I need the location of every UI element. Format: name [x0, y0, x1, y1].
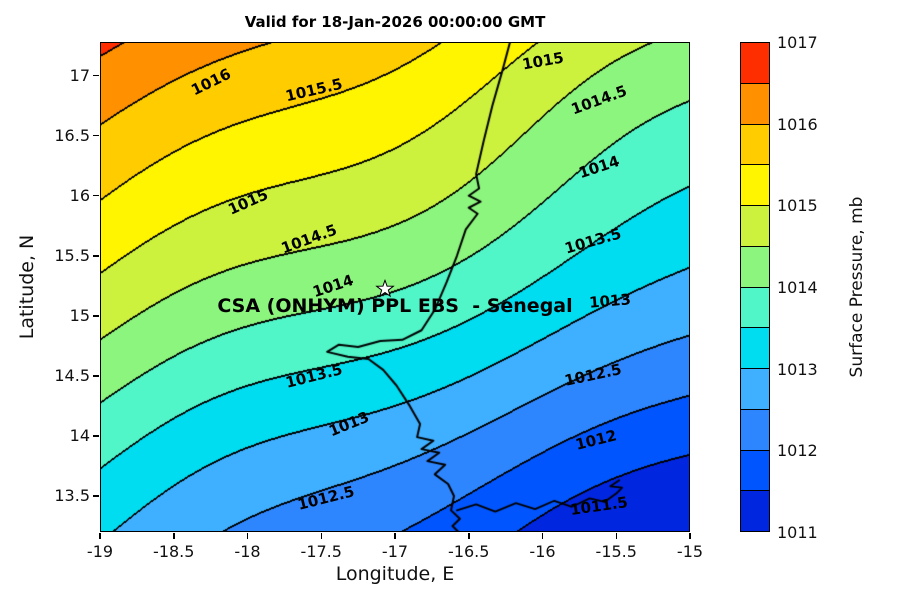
x-tick-mark [320, 533, 322, 539]
y-tick-mark [93, 255, 99, 257]
x-tick-label: -19 [86, 542, 114, 561]
x-tick-mark [99, 533, 101, 539]
y-tick-label: 14.5 [54, 365, 90, 385]
x-tick-label: -18.5 [153, 542, 195, 561]
colorbar-band [741, 206, 769, 247]
y-tick-label: 15 [69, 305, 90, 325]
x-tick-mark [394, 533, 396, 539]
colorbar-band [741, 124, 769, 166]
y-tick-mark [93, 194, 99, 197]
colorbar-band [741, 450, 769, 492]
x-tick-label: -16 [529, 542, 556, 561]
colorbar [740, 42, 770, 532]
y-tick-label: 13.5 [54, 485, 90, 505]
y-tick-mark [93, 435, 99, 437]
x-tick-mark [173, 533, 175, 539]
colorbar-tick-label: 1017 [777, 33, 818, 52]
colorbar-band [741, 287, 769, 329]
x-tick-mark [246, 533, 249, 539]
x-tick-label: -15 [676, 542, 704, 561]
y-tick-mark [93, 315, 99, 317]
y-tick-label: 14 [69, 425, 90, 445]
y-tick-label: 15.5 [54, 245, 90, 265]
x-tick-label: -16.5 [448, 542, 490, 561]
y-tick-mark [93, 495, 99, 497]
colorbar-label: Surface Pressure, mb [847, 196, 867, 378]
colorbar-band [741, 491, 769, 531]
colorbar-band [741, 83, 769, 125]
x-tick-label: -15.5 [595, 542, 637, 561]
colorbar-band [741, 43, 769, 84]
colorbar-band [741, 165, 769, 206]
colorbar-tick-label: 1011 [777, 523, 818, 542]
y-tick-label: 16 [69, 185, 90, 205]
x-tick-label: -17.5 [300, 542, 342, 561]
y-tick-label: 17 [69, 65, 90, 85]
x-axis-label: Longitude, E [335, 563, 455, 585]
colorbar-band [741, 369, 769, 410]
colorbar-tick-label: 1013 [777, 359, 818, 379]
y-tick-mark [93, 134, 99, 137]
colorbar-tick-label: 1016 [777, 114, 818, 134]
x-tick-label: -18 [234, 542, 261, 561]
chart-title: Valid for 18-Jan-2026 00:00:00 GMT [244, 13, 546, 31]
colorbar-tick-label: 1014 [777, 278, 818, 297]
y-tick-mark [93, 74, 99, 77]
colorbar-band [741, 328, 769, 369]
contour-canvas [100, 42, 690, 532]
colorbar-tick-label: 1015 [777, 196, 818, 216]
x-tick-label: -17 [381, 542, 409, 561]
x-tick-mark [468, 533, 470, 539]
x-tick-mark [615, 533, 617, 539]
y-tick-mark [93, 375, 99, 377]
colorbar-tick-label: 1012 [777, 441, 818, 461]
colorbar-band [741, 409, 769, 451]
y-tick-label: 16.5 [54, 125, 90, 145]
colorbar-band [741, 246, 769, 288]
x-tick-mark [541, 533, 544, 539]
x-tick-mark [689, 533, 691, 539]
y-axis-label: Latitude, N [16, 234, 38, 340]
